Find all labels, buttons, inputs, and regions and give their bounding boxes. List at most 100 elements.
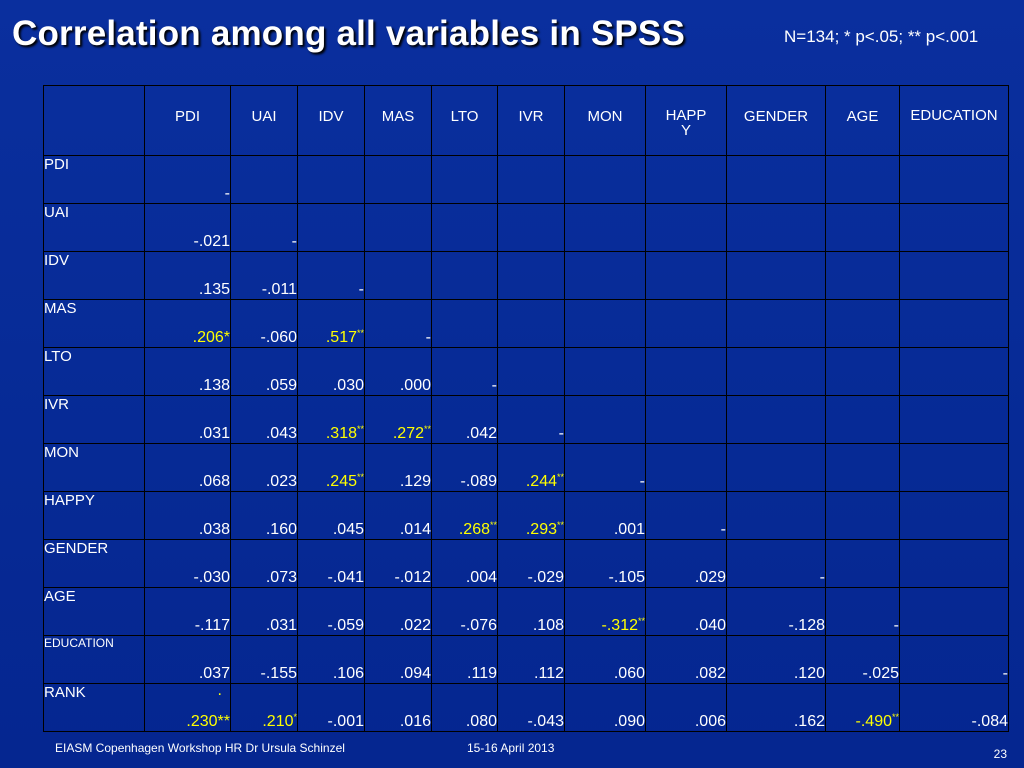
table-cell <box>364 251 432 300</box>
table-row: UAI -.021 - <box>43 203 1009 252</box>
correlation-table: PDI UAI IDV MAS LTO IVR MON HAPPY GENDER… <box>43 85 1009 732</box>
cell-value: -.105 <box>608 569 645 586</box>
table-row: MAS .206* -.060.517** - <box>43 299 1009 348</box>
cell-value: .090 <box>613 713 645 730</box>
cell-value: - <box>425 329 431 346</box>
cell-value: .120 <box>793 665 825 682</box>
table-cell: .000 <box>364 347 432 396</box>
significance-marker: * <box>293 712 297 722</box>
significance-marker: ** <box>356 424 364 434</box>
table-cell: .245** <box>297 443 365 492</box>
table-cell <box>825 299 900 348</box>
cell-value: .082 <box>694 665 726 682</box>
cell-value: -.012 <box>394 569 431 586</box>
cell-value: .004 <box>465 569 497 586</box>
significance-note: N=134; * p<.05; ** p<.001 <box>784 27 979 46</box>
table-cell <box>726 299 826 348</box>
cell-value: .244 <box>525 473 557 490</box>
cell-value: .059 <box>265 377 297 394</box>
table-cell: - <box>230 203 298 252</box>
cell-value: - <box>819 569 825 586</box>
cell-value: .318 <box>325 425 357 442</box>
table-cell: -.030 <box>144 539 231 588</box>
row-label: AGE <box>43 587 145 636</box>
table-cell: -.059 <box>297 587 365 636</box>
table-cell: -.025 <box>825 635 900 684</box>
table-cell <box>899 443 1009 492</box>
table-cell: .068 <box>144 443 231 492</box>
cell-value: -.060 <box>260 329 297 346</box>
table-cell: .031 <box>230 587 298 636</box>
table-cell: .004 <box>431 539 498 588</box>
significance-marker: ** <box>891 712 899 722</box>
cell-value: -.312 <box>601 617 638 634</box>
table-cell <box>726 203 826 252</box>
cell-value: - <box>1002 665 1008 682</box>
row-label: PDI <box>43 155 145 204</box>
row-label: RANK <box>43 683 145 732</box>
table-cell: -.128 <box>726 587 826 636</box>
table-cell: - <box>899 635 1009 684</box>
cell-value: .000 <box>399 377 431 394</box>
table-cell <box>431 155 498 204</box>
table-cell <box>825 155 900 204</box>
table-cell: -.155 <box>230 635 298 684</box>
table-cell <box>899 203 1009 252</box>
table-cell <box>497 155 565 204</box>
significance-marker: ** <box>356 472 364 482</box>
cell-value: .129 <box>399 473 431 490</box>
table-cell: -.012 <box>364 539 432 588</box>
table-cell: -.029 <box>497 539 565 588</box>
col-header-happy: HAPPY <box>645 85 727 156</box>
table-cell <box>645 347 727 396</box>
cell-value: .080 <box>465 713 497 730</box>
table-cell: - <box>564 443 646 492</box>
table-cell: .060 <box>564 635 646 684</box>
table-cell: .031 <box>144 395 231 444</box>
cell-value: .106 <box>332 665 364 682</box>
table-cell: .037 <box>144 635 231 684</box>
table-cell: -.490** <box>825 683 900 732</box>
table-row: LTO .138 .059 .030 .000 - <box>43 347 1009 396</box>
table-cell: -.043 <box>497 683 565 732</box>
table-cell: -.021 <box>144 203 231 252</box>
row-label: GENDER <box>43 539 145 588</box>
col-header-uai: UAI <box>230 85 298 156</box>
table-row: GENDER -.030 .073 -.041 -.012 .004 -.029 -.105.… <box>43 539 1009 588</box>
cell-value: - <box>491 377 497 394</box>
table-cell: .022 <box>364 587 432 636</box>
significance-marker: ** <box>637 616 645 626</box>
table-cell: -.312** <box>564 587 646 636</box>
table-cell: .129 <box>364 443 432 492</box>
col-header-lto: LTO <box>431 85 498 156</box>
cell-value: .029 <box>694 569 726 586</box>
row-label: MON <box>43 443 145 492</box>
table-cell <box>825 443 900 492</box>
table-cell: .318** <box>297 395 365 444</box>
table-cell <box>497 203 565 252</box>
table-cell <box>497 299 565 348</box>
cell-value: .138 <box>198 377 230 394</box>
table-cell <box>297 203 365 252</box>
table-cell: -.117 <box>144 587 231 636</box>
cell-value: .016 <box>399 713 431 730</box>
cell-value: .293 <box>525 521 557 538</box>
table-cell: .210* <box>230 683 298 732</box>
table-cell: -.011 <box>230 251 298 300</box>
table-cell: .006 <box>645 683 727 732</box>
cell-value: .030 <box>332 377 364 394</box>
table-cell: .001 <box>564 491 646 540</box>
table-cell <box>726 491 826 540</box>
table-cell <box>899 539 1009 588</box>
cell-value: -.041 <box>327 569 364 586</box>
table-cell <box>564 251 646 300</box>
table-cell: .106 <box>297 635 365 684</box>
footer-date: 15-16 April 2013 <box>467 741 555 755</box>
table-cell <box>825 203 900 252</box>
table-cell <box>726 395 826 444</box>
cell-value: .037 <box>198 665 230 682</box>
row-label: IVR <box>43 395 145 444</box>
table-cell: .038 <box>144 491 231 540</box>
table-cell <box>825 251 900 300</box>
